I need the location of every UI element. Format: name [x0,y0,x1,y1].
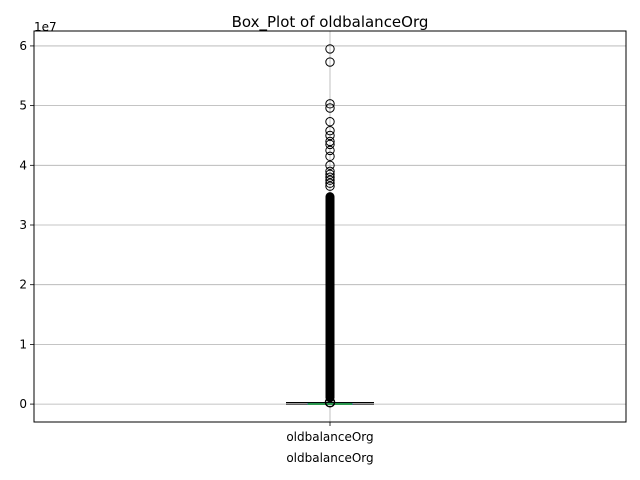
outlier-point [325,44,335,54]
x-axis: oldbalanceOrg [286,422,374,444]
plot-frame [33,30,627,423]
outlier-point [325,172,335,182]
y-tick-label: 2 [19,278,27,292]
chart-title: Box_Plot of oldbalanceOrg [232,13,429,32]
outlier-point [325,169,335,179]
outlier-point [325,117,335,127]
y-tick-label: 6 [19,39,27,53]
y-tick-label: 5 [19,99,27,113]
outlier-point [325,57,335,67]
y-offset-label: 1e7 [34,20,57,34]
outlier-point [325,103,335,113]
outlier-point [325,136,335,147]
outlier-point [325,166,335,176]
outlier-point [325,160,335,171]
outlier-point [325,181,335,191]
outlier-band [325,192,335,403]
box-plot-marks [286,44,374,408]
y-axis: 0 1 2 3 4 5 6 [19,39,34,411]
outlier-point [325,145,335,156]
outlier-point [325,139,335,150]
outlier-point [324,397,336,408]
outlier-point [325,125,335,136]
x-tick-label: oldbalanceOrg [286,430,373,444]
outlier-point [325,99,335,109]
y-tick-label: 1 [19,337,27,351]
outlier-point [325,151,335,162]
y-tick-label: 4 [19,158,27,172]
x-axis-label: oldbalanceOrg [286,451,373,465]
y-tick-label: 3 [19,218,27,232]
outlier-point [325,130,335,141]
outlier-point [325,175,335,185]
outlier-point [325,178,335,188]
y-tick-label: 0 [19,397,27,411]
